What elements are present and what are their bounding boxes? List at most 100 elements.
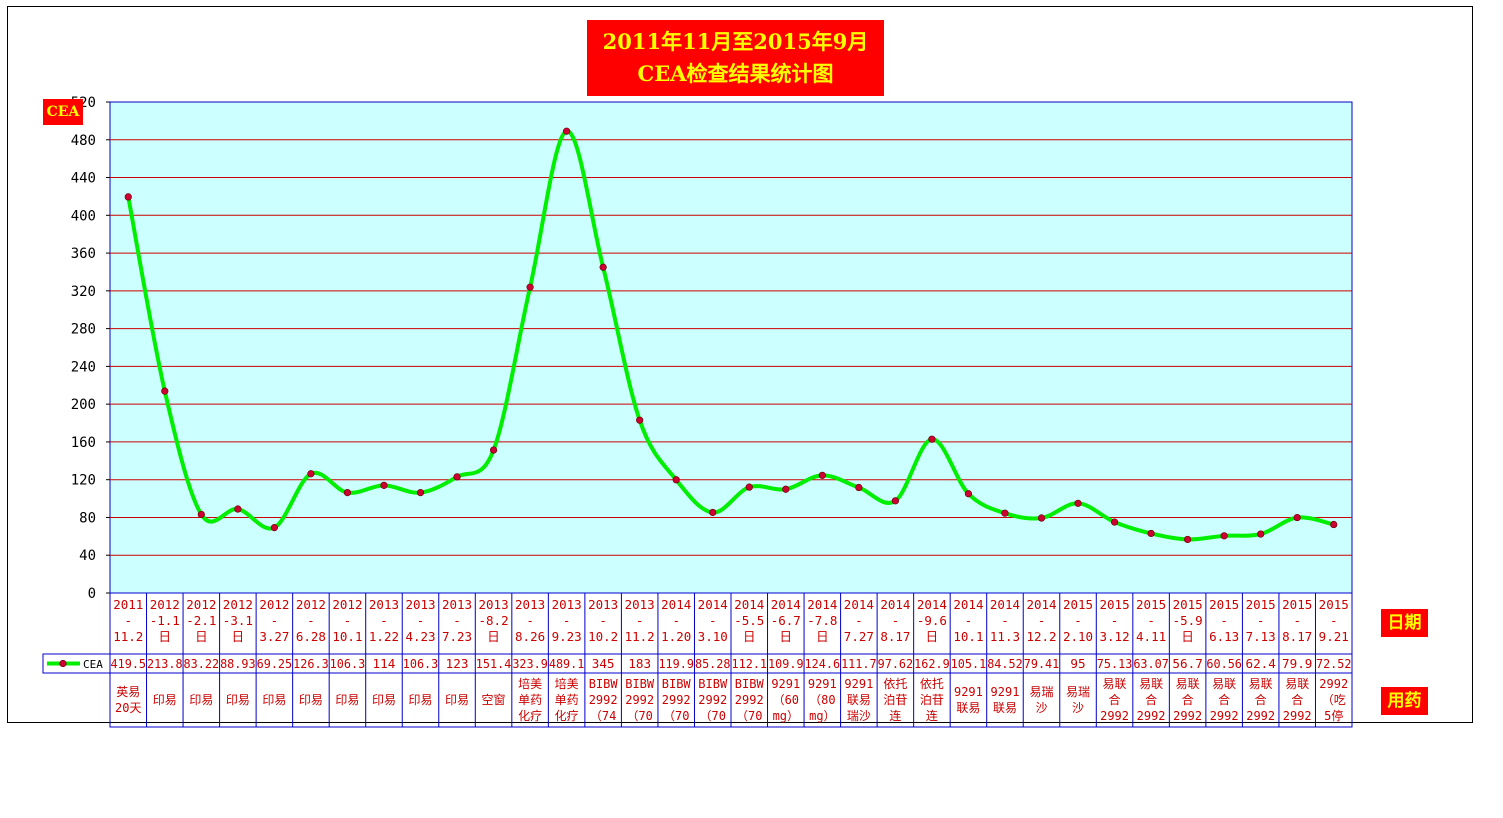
y-tick-label: 40	[79, 548, 96, 564]
data-point	[198, 511, 205, 518]
drug-label: （吃	[1322, 693, 1346, 707]
x-tick-label: 2013	[515, 597, 545, 612]
data-label: 79.41	[1024, 657, 1060, 671]
drug-label: 5停	[1324, 708, 1343, 723]
drug-label: BIBW	[625, 677, 655, 691]
drug-label: 2992	[589, 693, 618, 707]
x-tick-label: 9.23	[552, 629, 582, 644]
data-point	[563, 128, 570, 135]
data-label: 85.28	[695, 657, 731, 671]
data-label: 419.5	[111, 657, 147, 671]
x-tick-label: -	[1111, 613, 1119, 628]
data-point	[965, 490, 972, 497]
data-label: 97.62	[878, 657, 914, 671]
x-tick-label: -3.1	[223, 613, 253, 628]
drug-label: （60	[773, 693, 799, 707]
x-tick-label: -5.5	[734, 613, 764, 628]
x-tick-label: -	[672, 613, 680, 628]
drug-label: 印易	[445, 693, 469, 707]
y-tick-label: 320	[71, 284, 96, 300]
drug-label: 联易	[993, 701, 1017, 715]
drug-row-label: 用药	[1381, 687, 1428, 715]
x-tick-label: 2014	[807, 597, 837, 612]
x-tick-label: -2.1	[186, 613, 216, 628]
x-tick-label: 2014	[661, 597, 691, 612]
drug-label: 合	[1255, 692, 1267, 707]
data-label: 345	[592, 657, 615, 671]
x-tick-label: 7.13	[1246, 629, 1276, 644]
x-tick-label: 日	[743, 629, 756, 644]
y-tick-label: 280	[71, 322, 96, 338]
x-tick-label: 2015	[1246, 597, 1276, 612]
x-tick-label: 2014	[953, 597, 983, 612]
x-tick-label: -7.8	[807, 613, 837, 628]
data-point	[746, 484, 753, 491]
x-tick-label: 2014	[734, 597, 764, 612]
data-label: 83.22	[184, 657, 220, 671]
x-tick-label: 9.21	[1319, 629, 1349, 644]
data-label: 88.93	[220, 657, 256, 671]
x-tick-label: 2013	[369, 597, 399, 612]
data-point	[892, 498, 899, 505]
data-label: 72.52	[1316, 657, 1352, 671]
data-point	[344, 489, 351, 496]
x-tick-label: 日	[195, 629, 208, 644]
drug-label: 合	[1218, 692, 1230, 707]
drug-label: 泊苷	[883, 693, 907, 707]
data-label: 151.4	[476, 657, 512, 671]
x-tick-label: 4.11	[1136, 629, 1166, 644]
drug-label: mg）	[809, 709, 835, 723]
data-point	[1075, 500, 1082, 507]
drug-label: 连	[889, 708, 901, 723]
x-tick-label: 日	[487, 629, 500, 644]
drug-label: 2992	[1173, 709, 1202, 723]
data-label: 114	[373, 657, 396, 671]
data-label: 79.9	[1282, 657, 1312, 671]
drug-label: 2992	[1100, 709, 1129, 723]
x-tick-label: -	[307, 613, 315, 628]
drug-label: 印易	[226, 693, 250, 707]
drug-label: 9291	[991, 685, 1020, 699]
drug-label: BIBW	[735, 677, 765, 691]
x-tick-label: 8.26	[515, 629, 545, 644]
drug-label: 9291	[771, 677, 800, 691]
drug-label: 易联	[1176, 677, 1200, 691]
data-point	[673, 476, 680, 483]
data-label: 213.8	[147, 657, 183, 671]
drug-label: 9291	[808, 677, 837, 691]
x-tick-label: 2014	[917, 597, 947, 612]
drug-label: 2992	[1283, 709, 1312, 723]
drug-label: 单药	[518, 693, 542, 707]
data-point	[1221, 533, 1228, 540]
drug-label: 依托	[883, 676, 907, 691]
data-point	[235, 506, 242, 513]
drug-label: 瑞沙	[847, 709, 871, 723]
x-tick-label: 8.17	[1282, 629, 1312, 644]
x-tick-label: 2013	[625, 597, 655, 612]
x-tick-label: 3.12	[1100, 629, 1130, 644]
data-label: 95	[1070, 657, 1085, 671]
drug-label: 依托	[920, 676, 944, 691]
x-tick-label: 2014	[844, 597, 874, 612]
drug-label: 易瑞	[1066, 685, 1090, 699]
drug-label: 9291	[844, 677, 873, 691]
drug-label: 易联	[1103, 677, 1127, 691]
x-tick-label: -	[563, 613, 571, 628]
data-label: 183	[628, 657, 651, 671]
data-label: 106.3	[330, 657, 366, 671]
x-tick-label: 日	[1181, 629, 1194, 644]
x-tick-label: 2014	[1026, 597, 1056, 612]
drug-label: 泊苷	[920, 693, 944, 707]
x-tick-label: 8.17	[880, 629, 910, 644]
x-tick-label: -	[124, 613, 132, 628]
drug-label: 印易	[299, 693, 323, 707]
x-tick-label: -	[709, 613, 717, 628]
data-label: 123	[446, 657, 469, 671]
drug-label: 2992	[1246, 709, 1275, 723]
drug-label: （70	[736, 709, 762, 723]
drug-label: 2992	[698, 693, 727, 707]
y-axis-label: CEA	[43, 99, 83, 125]
x-tick-label: 6.28	[296, 629, 326, 644]
drug-label: 沙	[1035, 701, 1047, 715]
